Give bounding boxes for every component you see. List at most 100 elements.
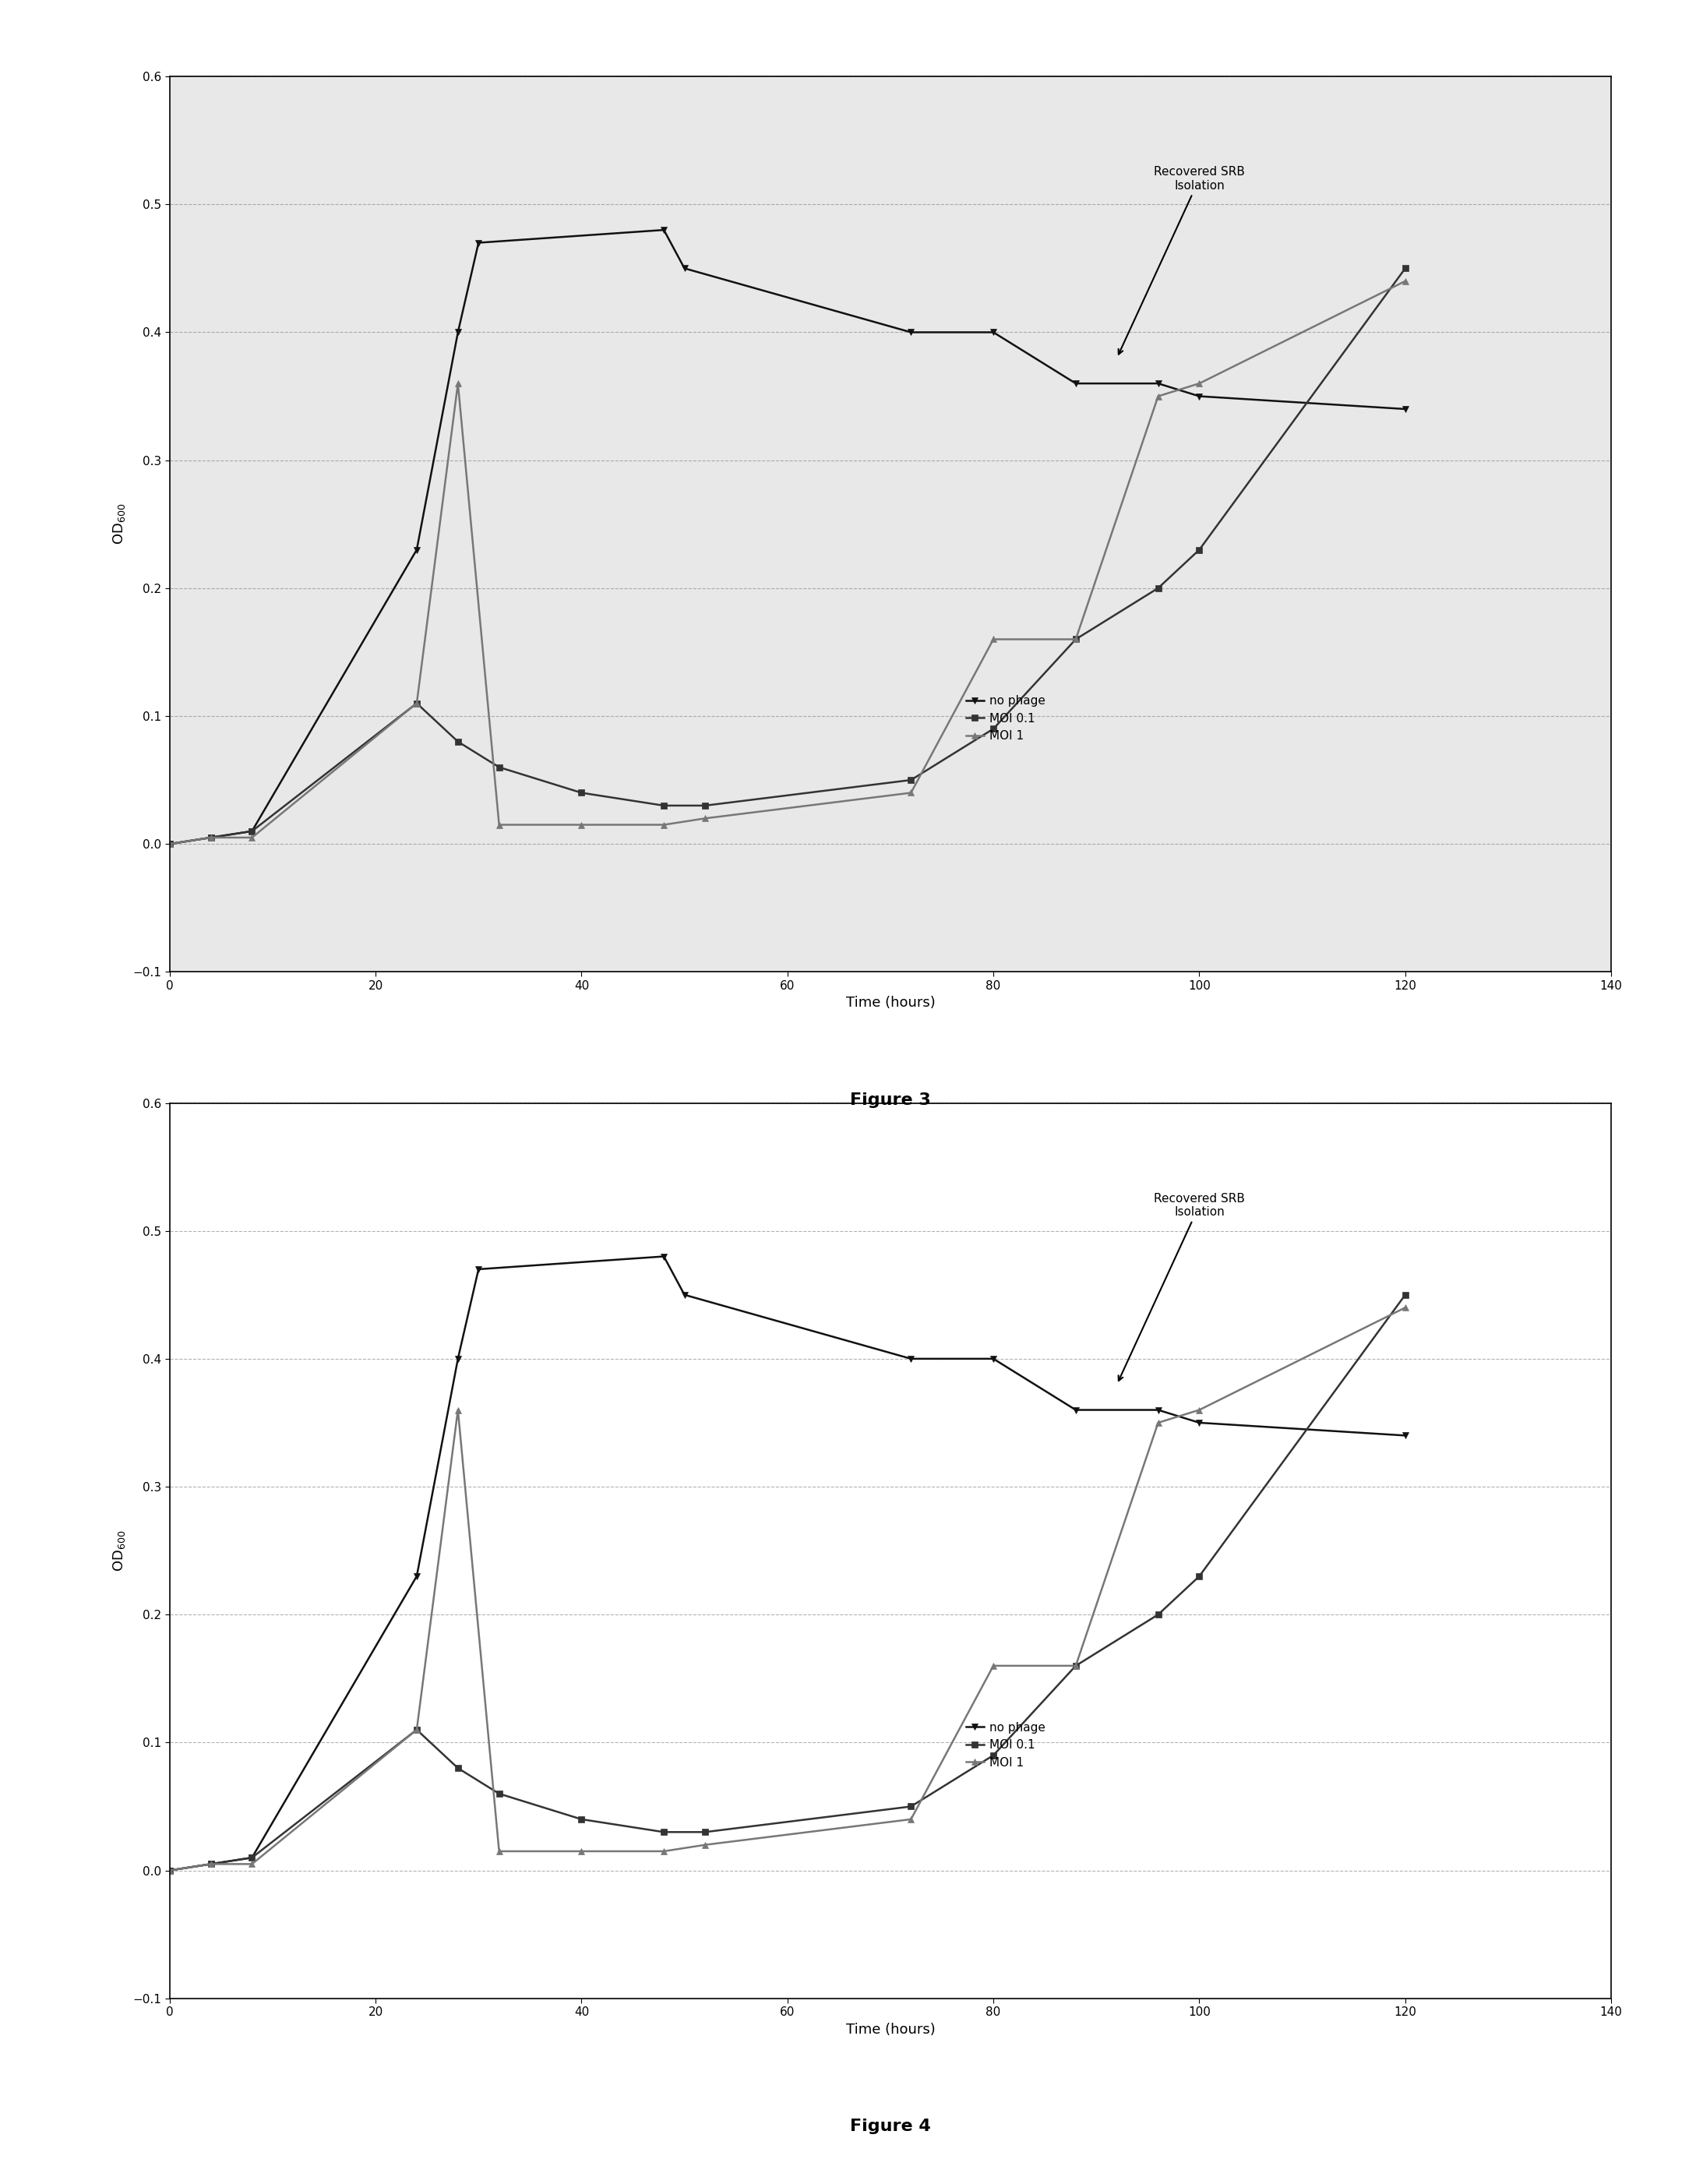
MOI 1 <box>1396 269 1416 295</box>
no phage <box>1065 1398 1085 1424</box>
X-axis label: Time (hours): Time (hours) <box>846 2022 934 2035</box>
MOI 0.1 <box>901 767 921 793</box>
no phage <box>901 1345 921 1372</box>
MOI 0.1 <box>653 793 673 819</box>
MOI 0.1 <box>984 716 1004 743</box>
MOI 1 <box>488 812 509 839</box>
no phage <box>159 1856 180 1883</box>
MOI 0.1 <box>695 1819 716 1845</box>
MOI 1 <box>1396 1295 1416 1321</box>
MOI 1 <box>1065 1653 1085 1679</box>
no phage <box>1148 1398 1169 1424</box>
MOI 1 <box>1189 1398 1209 1424</box>
Y-axis label: OD$_{600}$: OD$_{600}$ <box>112 1529 127 1572</box>
MOI 1 <box>695 806 716 832</box>
MOI 1 <box>695 1832 716 1859</box>
MOI 1 <box>159 830 180 856</box>
MOI 0.1 <box>448 729 468 756</box>
MOI 0.1 <box>653 1819 673 1845</box>
MOI 0.1 <box>1148 1601 1169 1627</box>
Line: MOI 0.1: MOI 0.1 <box>166 1291 1408 1874</box>
no phage <box>653 216 673 242</box>
MOI 1 <box>1189 371 1209 397</box>
MOI 0.1 <box>1396 1282 1416 1308</box>
MOI 0.1 <box>488 753 509 780</box>
no phage <box>1396 1422 1416 1448</box>
MOI 0.1 <box>407 690 427 716</box>
no phage <box>1189 382 1209 408</box>
MOI 1 <box>653 1839 673 1865</box>
no phage <box>448 1345 468 1372</box>
MOI 1 <box>1065 627 1085 653</box>
MOI 0.1 <box>243 1845 263 1872</box>
MOI 1 <box>653 812 673 839</box>
no phage <box>1189 1409 1209 1435</box>
Text: Figure 4: Figure 4 <box>850 2118 931 2134</box>
Line: MOI 1: MOI 1 <box>166 277 1408 847</box>
no phage <box>1065 371 1085 397</box>
no phage <box>1148 371 1169 397</box>
no phage <box>901 319 921 345</box>
MOI 0.1 <box>572 780 592 806</box>
no phage <box>675 256 695 282</box>
no phage <box>243 1845 263 1872</box>
MOI 0.1 <box>488 1780 509 1806</box>
MOI 0.1 <box>200 1850 220 1876</box>
MOI 1 <box>448 371 468 397</box>
MOI 1 <box>448 1398 468 1424</box>
Text: Recovered SRB
Isolation: Recovered SRB Isolation <box>1118 1192 1245 1380</box>
no phage <box>653 1243 673 1269</box>
MOI 0.1 <box>1065 1653 1085 1679</box>
MOI 0.1 <box>243 819 263 845</box>
MOI 0.1 <box>159 1856 180 1883</box>
Line: no phage: no phage <box>166 227 1408 847</box>
MOI 1 <box>243 823 263 850</box>
MOI 0.1 <box>1396 256 1416 282</box>
MOI 0.1 <box>572 1806 592 1832</box>
Line: MOI 0.1: MOI 0.1 <box>166 264 1408 847</box>
MOI 0.1 <box>200 823 220 850</box>
MOI 0.1 <box>695 793 716 819</box>
MOI 0.1 <box>159 830 180 856</box>
MOI 1 <box>200 1850 220 1876</box>
MOI 1 <box>243 1850 263 1876</box>
MOI 1 <box>407 690 427 716</box>
MOI 0.1 <box>448 1756 468 1782</box>
no phage <box>468 1256 488 1282</box>
MOI 1 <box>984 1653 1004 1679</box>
MOI 0.1 <box>1189 1564 1209 1590</box>
MOI 0.1 <box>1065 627 1085 653</box>
no phage <box>200 823 220 850</box>
no phage <box>984 319 1004 345</box>
MOI 1 <box>984 627 1004 653</box>
MOI 1 <box>1148 1409 1169 1435</box>
Line: no phage: no phage <box>166 1254 1408 1874</box>
MOI 0.1 <box>407 1717 427 1743</box>
no phage <box>984 1345 1004 1372</box>
Text: Figure 3: Figure 3 <box>850 1092 931 1107</box>
Legend: no phage, MOI 0.1, MOI 1: no phage, MOI 0.1, MOI 1 <box>965 695 1046 743</box>
no phage <box>407 1564 427 1590</box>
no phage <box>243 819 263 845</box>
Legend: no phage, MOI 0.1, MOI 1: no phage, MOI 0.1, MOI 1 <box>965 1721 1046 1769</box>
no phage <box>159 830 180 856</box>
MOI 1 <box>901 1806 921 1832</box>
MOI 1 <box>572 1839 592 1865</box>
no phage <box>1396 395 1416 422</box>
Y-axis label: OD$_{600}$: OD$_{600}$ <box>112 502 127 546</box>
no phage <box>448 319 468 345</box>
no phage <box>200 1850 220 1876</box>
MOI 1 <box>200 823 220 850</box>
MOI 0.1 <box>984 1743 1004 1769</box>
MOI 1 <box>159 1856 180 1883</box>
no phage <box>407 537 427 563</box>
X-axis label: Time (hours): Time (hours) <box>846 996 934 1009</box>
no phage <box>675 1282 695 1308</box>
no phage <box>468 229 488 256</box>
Line: MOI 1: MOI 1 <box>166 1304 1408 1874</box>
MOI 0.1 <box>1148 574 1169 601</box>
MOI 0.1 <box>1189 537 1209 563</box>
MOI 1 <box>1148 382 1169 408</box>
MOI 1 <box>901 780 921 806</box>
MOI 1 <box>488 1839 509 1865</box>
